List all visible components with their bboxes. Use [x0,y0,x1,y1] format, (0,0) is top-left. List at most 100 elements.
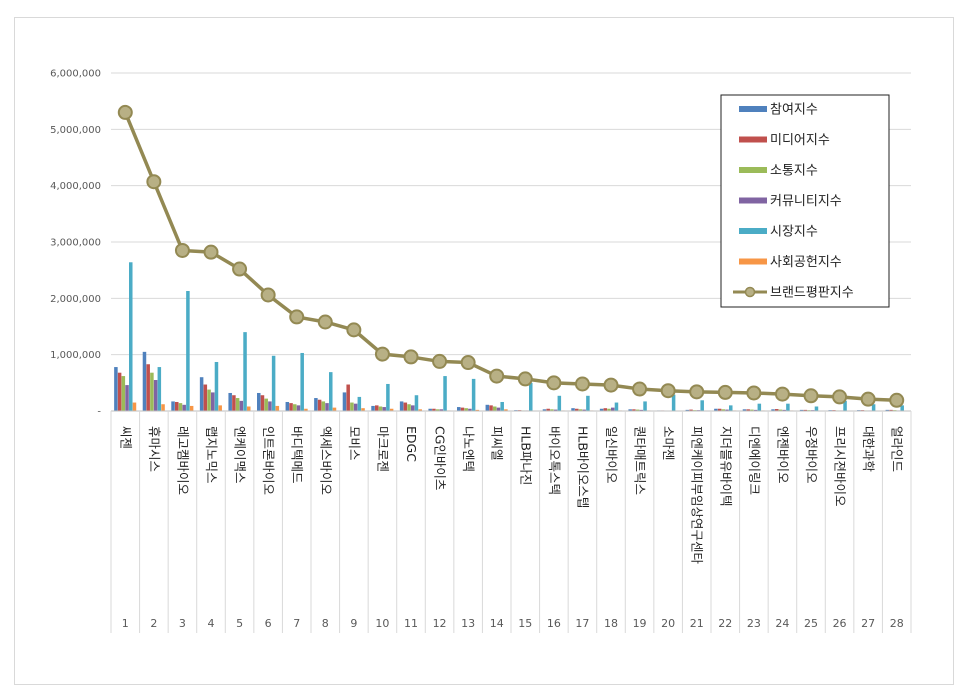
category-label: 모비스 [347,426,362,461]
bar [471,378,476,411]
bar [171,401,175,411]
bar [361,408,365,411]
category-label: 피엔케이피부임상연구센타 [690,426,705,565]
bar [289,403,293,411]
bar [275,405,280,411]
category-label: 소마젠 [661,426,676,461]
bar [500,401,504,411]
bar [714,408,718,411]
bar [885,409,890,411]
line-point [117,104,133,120]
bar [571,408,575,411]
bar [235,398,240,411]
category-label: 엑세스바이오 [318,426,333,495]
category-number: 22 [718,617,732,630]
bar [346,384,350,411]
bar [228,392,232,411]
bar [378,406,383,411]
bar [468,408,472,411]
bar [603,408,608,411]
bar [803,409,808,411]
bar [264,398,268,411]
line-point [860,391,876,407]
category-number: 15 [518,617,532,630]
bar [635,409,640,411]
line-point [374,346,390,362]
bar [317,399,322,411]
y-tick-label: 5,000,000 [50,125,101,136]
category-label: 지더블유바이텍 [718,426,733,507]
y-tick-label: 1,000,000 [50,350,101,361]
bar [382,407,386,411]
category-number: 20 [661,617,675,630]
line-point [317,314,333,330]
bar [542,409,547,411]
brand-reputation-line [123,111,897,403]
bar [132,402,137,411]
bar [529,382,533,411]
bar [321,401,326,411]
legend-label: 소통지수 [770,164,818,179]
bar [475,409,480,411]
bar [599,408,604,411]
bar [296,405,301,411]
bar [350,402,354,411]
category-label: HLB파나진 [518,426,533,485]
bar [399,401,404,411]
bar [782,409,786,411]
bar [721,409,726,411]
bar [746,409,750,411]
line-point [660,383,676,399]
category-label: 엔케이맥스 [233,426,248,484]
bar [575,408,579,411]
bar [729,405,733,411]
bar [325,403,329,411]
line-point [460,355,476,371]
bar [639,409,644,411]
legend-swatch [739,167,767,173]
bar [607,408,611,411]
legend-label: 브랜드평판지수 [770,286,854,301]
bar [582,409,586,411]
category-number: 16 [547,617,561,630]
category-label: HLB바이오스텝 [575,426,590,508]
legend-label: 참여지수 [770,103,818,118]
legend-label: 미디어지수 [770,133,830,148]
category-number: 12 [433,617,447,630]
category-label: 대한과학 [861,426,876,473]
category-label: 퀀타매트릭스 [633,426,648,495]
bar [900,405,904,411]
bar [418,409,422,411]
category-number: 27 [861,617,875,630]
bar [611,407,615,411]
bar [742,409,747,411]
line-point [546,375,562,391]
bar [435,409,440,411]
category-number: 9 [350,617,357,630]
bar [778,409,783,411]
legend-swatch [739,106,767,112]
bar [750,409,754,411]
bar [186,291,190,411]
line-point [517,371,533,387]
y-tick-label: 6,000,000 [50,69,101,80]
category-label: 프리시젼바이오 [833,426,848,507]
bar [300,352,304,411]
bar [357,396,362,411]
category-label: 나노엔텍 [461,426,476,472]
legend-swatch [739,228,767,234]
bar [214,361,219,411]
category-number: 3 [179,617,186,630]
y-axis-ticks: - 1,000,000 2,000,000 3,000,000 4,000,000 5,0… [50,69,101,418]
category-number: 23 [747,617,761,630]
bar [386,383,390,411]
category-number: 6 [265,617,272,630]
chart-frame: - 1,000,000 2,000,000 3,000,000 4,000,000 5,0… [14,17,954,685]
bar-series [114,262,908,411]
category-label: 인트론바이오 [261,426,276,495]
bar [496,407,501,411]
bar [457,407,461,411]
x-axis [110,410,912,633]
bar [403,402,408,411]
bar [182,404,186,411]
